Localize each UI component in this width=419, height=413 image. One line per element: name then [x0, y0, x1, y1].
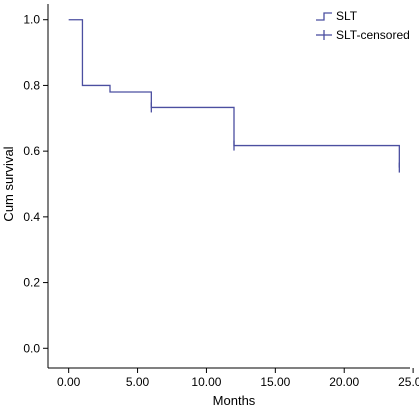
x-axis-title: Months: [213, 393, 256, 408]
survival-step-line: [68, 19, 400, 168]
y-tick-label: 0.4: [23, 210, 40, 224]
legend: SLT SLT-censored: [316, 9, 410, 42]
y-tick-label: 0.8: [23, 78, 40, 92]
y-tick-label: 0.2: [23, 276, 40, 290]
y-tick-label: 0.6: [23, 144, 40, 158]
x-tick-label: 25.00: [398, 375, 419, 389]
legend-label-slt: SLT: [336, 9, 358, 23]
y-axis-title: Cum survival: [1, 146, 16, 221]
x-tick-label: 20.00: [329, 375, 359, 389]
plot-area: [68, 19, 400, 173]
axes: 0.00 5.00 10.00 15.00 20.00 25.00 0.0 0.2 0.4 0.6…: [23, 4, 419, 389]
x-tick-label: 15.00: [260, 375, 290, 389]
legend-swatch-slt: [316, 12, 332, 21]
y-tick-label: 1.0: [23, 13, 40, 27]
y-tick-label: 0.0: [23, 341, 40, 355]
legend-label-censored: SLT-censored: [336, 28, 410, 42]
x-tick-label: 0.00: [57, 375, 81, 389]
x-tick-label: 10.00: [191, 375, 221, 389]
x-tick-label: 5.00: [126, 375, 150, 389]
